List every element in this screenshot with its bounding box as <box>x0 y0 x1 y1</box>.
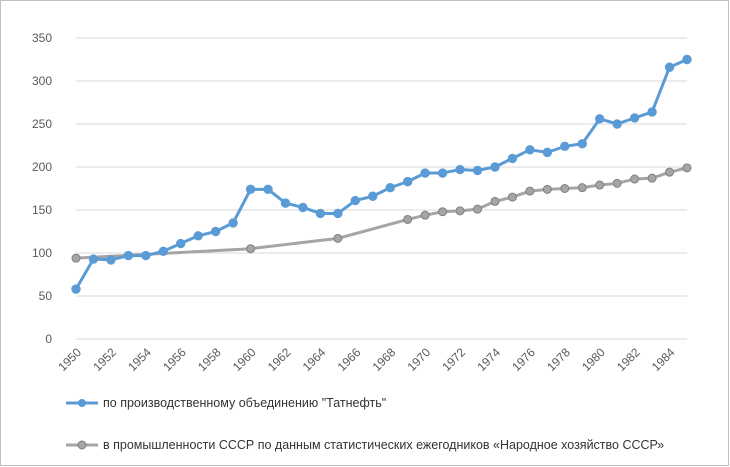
legend-marker-gray-icon <box>66 440 98 450</box>
series-1-point-1978 <box>560 184 570 193</box>
series-0-point-1983 <box>647 107 657 117</box>
series-1-point-1977 <box>542 184 552 194</box>
x-tick-label: 1960 <box>230 345 259 374</box>
series-0-point-1974 <box>490 162 500 172</box>
series-1-point-1982 <box>630 174 640 184</box>
y-axis: 0 50 100 150 200 250 300 350 <box>32 31 52 346</box>
legend-entry-ussr: в промышленности СССР по данным статисти… <box>65 438 664 452</box>
series-0-point-1952 <box>106 255 116 265</box>
y-tick-label: 300 <box>32 74 52 88</box>
series-0-point-1985 <box>682 54 692 65</box>
x-tick-label: 1964 <box>300 345 329 374</box>
series-line-1 <box>75 166 688 260</box>
y-tick-label: 0 <box>45 332 52 346</box>
y-tick-label: 100 <box>32 246 52 260</box>
x-tick-label: 1962 <box>265 345 294 374</box>
y-tick-label: 350 <box>32 31 52 45</box>
series-0-point-1951 <box>88 254 99 264</box>
series-0-point-1958 <box>210 226 221 237</box>
grid-lines <box>76 37 687 340</box>
series-1-point-1974 <box>490 196 500 206</box>
series-1-point-1980 <box>595 180 605 190</box>
legend-entry-tatneft: по производственному объединению "Татнеф… <box>65 396 386 410</box>
x-tick-label: 1958 <box>195 345 224 374</box>
x-tick-label: 1978 <box>544 345 573 374</box>
legend-label-tatneft: по производственному объединению "Татнеф… <box>103 396 387 410</box>
series-1-point-1970 <box>420 210 430 220</box>
x-tick-label: 1966 <box>335 345 364 374</box>
y-tick-label: 150 <box>32 203 52 217</box>
series-group <box>71 54 692 294</box>
x-tick-label: 1956 <box>160 345 189 374</box>
legend-label-ussr: в промышленности СССР по данным статисти… <box>103 438 665 452</box>
series-0-point-1965 <box>333 208 343 219</box>
series-0-point-1954 <box>141 250 151 261</box>
series-0-point-1963 <box>298 202 308 213</box>
legend-marker-blue-icon <box>66 399 98 407</box>
series-0-point-1975 <box>507 153 518 164</box>
x-tick-label: 1984 <box>649 345 678 374</box>
series-0-point-1973 <box>472 165 483 176</box>
y-tick-label: 200 <box>32 160 52 174</box>
series-0-point-1961 <box>263 184 273 195</box>
y-tick-label: 250 <box>32 117 52 131</box>
series-0-point-1984 <box>664 62 675 72</box>
series-0-point-1978 <box>560 141 570 152</box>
series-1-point-1985 <box>682 163 692 173</box>
series-0-point-1950 <box>71 284 81 294</box>
x-tick-label: 1952 <box>90 345 119 374</box>
series-1-point-1979 <box>577 183 587 193</box>
series-0-point-1959 <box>228 218 238 228</box>
series-0-point-1976 <box>525 145 535 155</box>
series-0-point-1966 <box>350 195 361 206</box>
series-1-point-1972 <box>455 206 465 216</box>
series-0-point-1977 <box>542 147 553 158</box>
series-0-point-1960 <box>245 184 256 195</box>
series-0-point-1955 <box>158 246 168 256</box>
series-0-point-1953 <box>123 250 134 261</box>
x-tick-label: 1970 <box>404 345 433 374</box>
series-1-point-1983 <box>647 173 657 183</box>
series-1-point-1971 <box>438 207 448 217</box>
x-axis: 1950 1952 1954 1956 1958 1960 1962 1964 1966 1968… <box>55 345 678 374</box>
x-tick-label: 1950 <box>55 345 84 374</box>
x-tick-label: 1980 <box>579 345 608 374</box>
series-0-point-1970 <box>420 168 430 178</box>
series-0-point-1980 <box>595 114 605 124</box>
series-0-point-1964 <box>315 208 326 219</box>
y-tick-label: 50 <box>39 289 53 303</box>
x-tick-label: 1976 <box>509 345 538 374</box>
series-1-point-1973 <box>473 204 483 214</box>
series-0-point-1962 <box>280 198 291 208</box>
series-1-point-1960 <box>246 244 256 254</box>
series-1-point-1975 <box>507 192 517 202</box>
series-0-point-1972 <box>455 164 465 175</box>
series-1-point-1950 <box>71 253 81 263</box>
series-0-point-1967 <box>368 191 378 201</box>
x-tick-label: 1954 <box>125 345 154 374</box>
series-0-point-1981 <box>612 119 622 129</box>
x-tick-label: 1982 <box>614 345 643 374</box>
x-tick-label: 1972 <box>439 345 468 374</box>
series-1-point-1981 <box>612 178 622 188</box>
x-tick-label: 1968 <box>370 345 399 374</box>
series-0-point-1969 <box>402 176 413 187</box>
series-0-point-1971 <box>437 168 448 178</box>
x-tick-label: 1974 <box>474 345 503 374</box>
series-1-point-1965 <box>333 233 343 243</box>
series-0-point-1957 <box>193 231 203 241</box>
series-0-point-1982 <box>629 113 640 123</box>
series-0-point-1979 <box>577 139 587 149</box>
series-0-point-1956 <box>176 238 186 249</box>
series-1-point-1976 <box>525 186 535 196</box>
series-0-point-1968 <box>385 182 395 193</box>
series-1-point-1984 <box>665 167 675 177</box>
series-1-point-1969 <box>403 214 413 224</box>
